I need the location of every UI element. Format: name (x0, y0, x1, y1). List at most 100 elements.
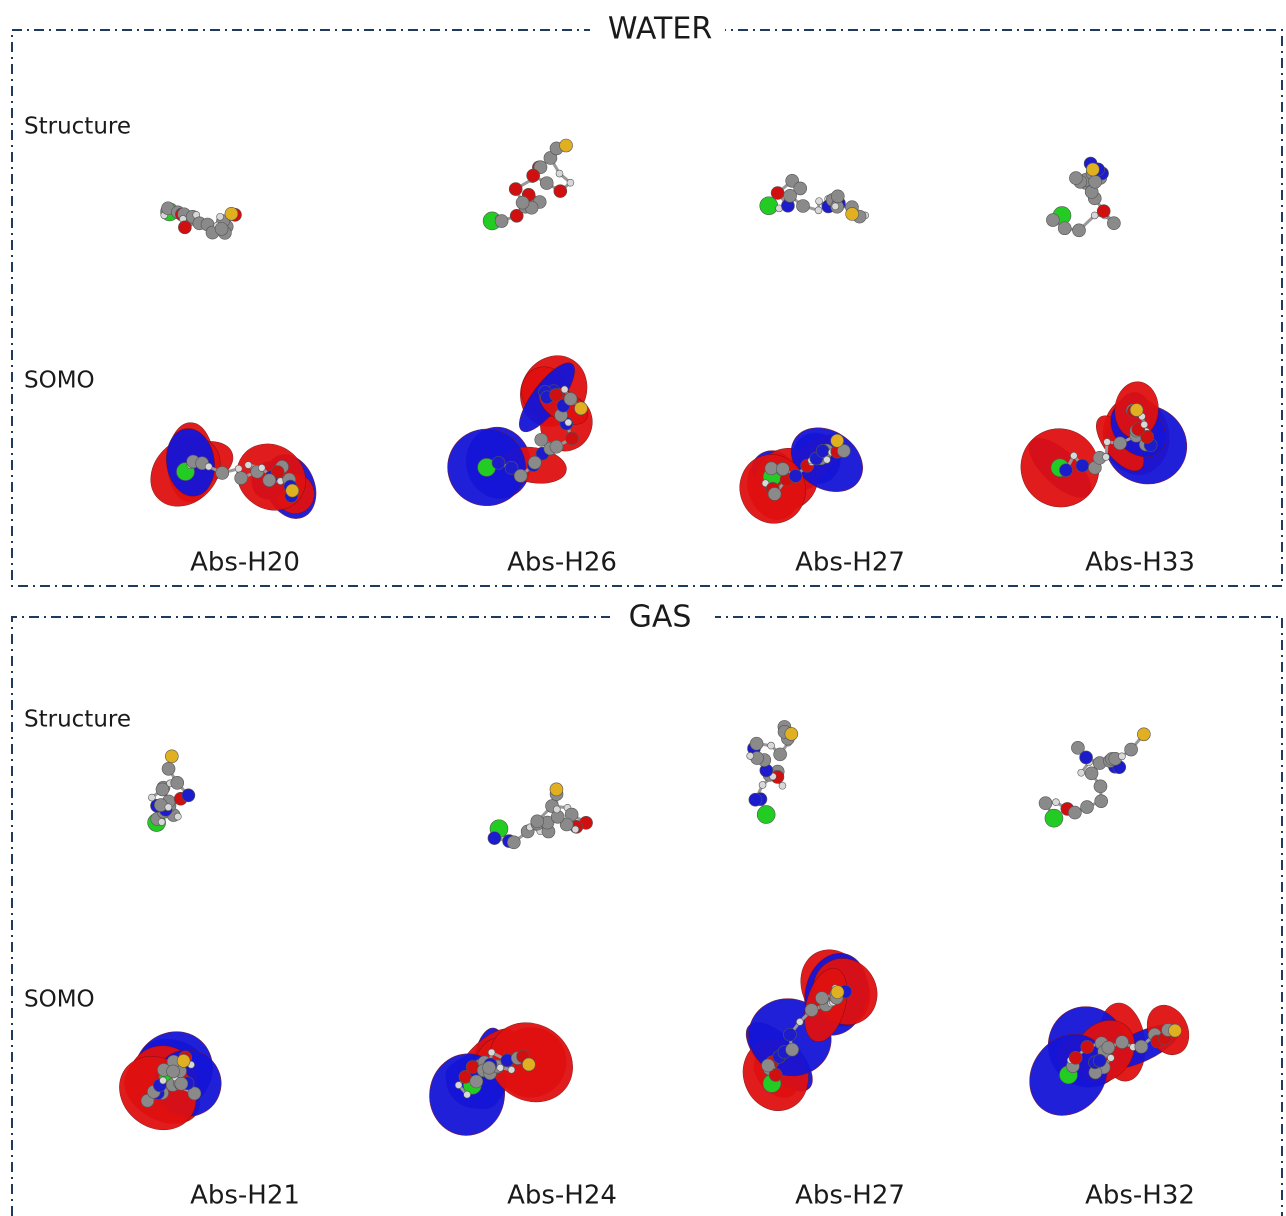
atom (245, 462, 252, 469)
column-label: Abs-H26 (507, 548, 617, 578)
atom (796, 1018, 803, 1025)
atom (565, 432, 578, 445)
atom (217, 213, 224, 220)
atom (779, 782, 786, 789)
atom (160, 1077, 167, 1084)
atom (488, 1049, 495, 1056)
atom (760, 197, 778, 215)
row-label: Structure (24, 707, 131, 733)
atom (1135, 1040, 1148, 1053)
atom (1114, 437, 1127, 450)
atom (550, 440, 563, 453)
atom (832, 203, 839, 210)
atom (1069, 1051, 1082, 1064)
atom (507, 836, 520, 849)
atom (1068, 806, 1081, 819)
atom (1045, 809, 1063, 827)
atom (158, 818, 165, 825)
atom (1102, 453, 1109, 460)
atom (1107, 1054, 1114, 1061)
atom (514, 469, 527, 482)
atom (750, 737, 763, 750)
atom (483, 1061, 496, 1074)
atom (757, 806, 775, 824)
atom (1069, 172, 1082, 185)
atom (1089, 175, 1102, 188)
row-label: SOMO (24, 987, 95, 1013)
atom (1058, 222, 1071, 235)
atom (1125, 743, 1138, 756)
atom (1059, 464, 1072, 477)
atom (174, 813, 181, 820)
atom (759, 781, 766, 788)
atom (527, 169, 540, 182)
atom (182, 789, 195, 802)
atom (1091, 212, 1098, 219)
atom (1107, 217, 1120, 230)
atom (1094, 780, 1107, 793)
atom (455, 1082, 462, 1089)
atom (1046, 214, 1059, 227)
atom (464, 1091, 471, 1098)
atom (286, 484, 299, 497)
panel-title: GAS (629, 600, 692, 635)
atom (470, 1075, 483, 1088)
atom (528, 456, 541, 469)
atom (776, 463, 789, 476)
atom (815, 207, 822, 214)
atom (1093, 1054, 1106, 1067)
atom (178, 221, 191, 234)
atom (783, 1028, 796, 1041)
atom (774, 748, 787, 761)
column-label: Abs-H33 (1085, 548, 1195, 578)
atom (1076, 459, 1089, 472)
atom (561, 386, 568, 393)
atom (492, 456, 505, 469)
atom (495, 215, 508, 228)
atom (831, 986, 844, 999)
atom (805, 1004, 818, 1017)
atom (540, 177, 553, 190)
atom (556, 170, 563, 177)
atom (1095, 795, 1108, 808)
atom (564, 392, 577, 405)
atom (831, 190, 844, 203)
atom (823, 456, 830, 463)
atom (1070, 452, 1077, 459)
atom (1086, 163, 1099, 176)
atom (1081, 1040, 1094, 1053)
atom (816, 198, 823, 205)
atom (1078, 769, 1085, 776)
water-frame (12, 30, 1282, 586)
column-label: Abs-H27 (795, 1181, 905, 1211)
atom (1130, 403, 1143, 416)
column-label: Abs-H24 (507, 1181, 617, 1211)
atom (488, 832, 501, 845)
atom (553, 806, 560, 813)
row-label: SOMO (24, 368, 95, 394)
atom (216, 466, 229, 479)
atom (567, 179, 574, 186)
atom (205, 463, 212, 470)
column-label: Abs-H32 (1085, 1181, 1195, 1211)
atom (1073, 224, 1086, 237)
column-label: Abs-H20 (190, 548, 300, 578)
atom (1080, 751, 1093, 764)
gas-frame (12, 617, 1282, 1216)
atom (175, 1077, 188, 1090)
atom (560, 139, 573, 152)
atom (574, 402, 587, 415)
atom (846, 207, 859, 220)
molecules (105, 139, 1201, 1145)
atom (816, 444, 829, 457)
row-label: Structure (24, 114, 131, 140)
atom (749, 793, 762, 806)
atom (1097, 205, 1110, 218)
atom (1102, 1041, 1115, 1054)
atom (771, 187, 784, 200)
atom (762, 1059, 775, 1072)
figure: WATER GAS Structure SOMO Structure SOMO … (0, 0, 1286, 1216)
column-label: Abs-H27 (795, 548, 905, 578)
atom (516, 196, 529, 209)
atom (165, 804, 172, 811)
